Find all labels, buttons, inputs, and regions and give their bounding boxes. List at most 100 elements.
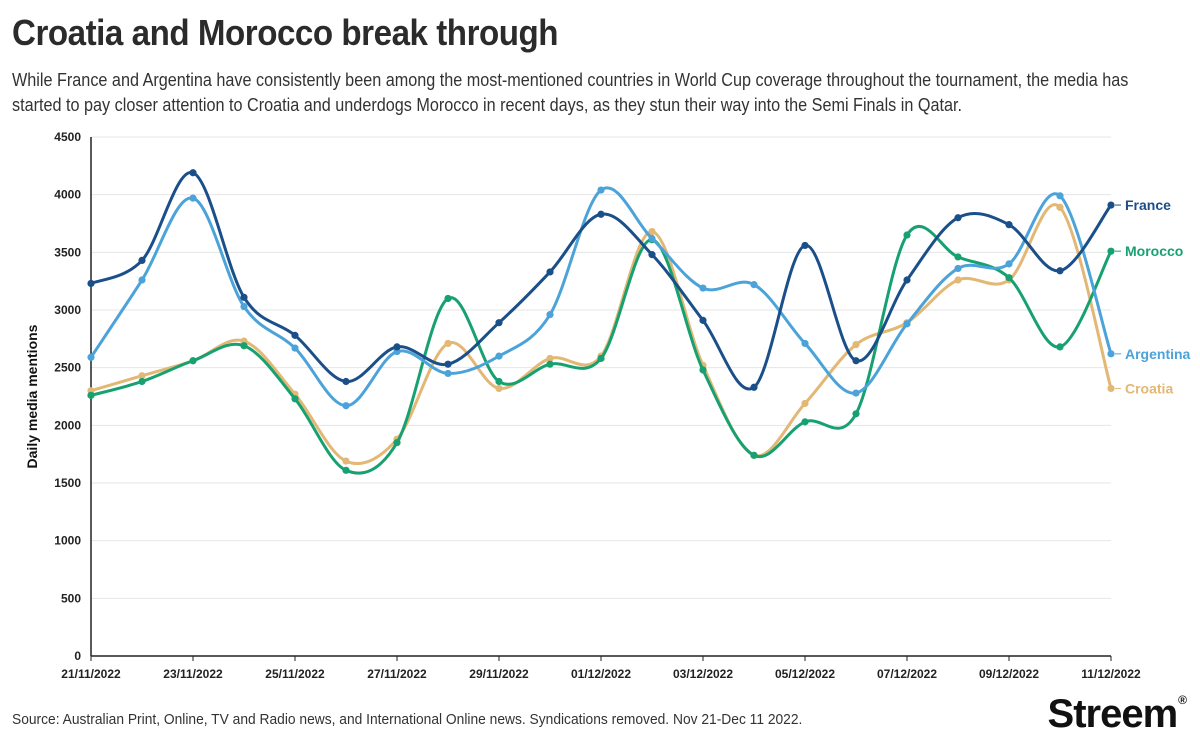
argentina-point bbox=[954, 264, 962, 273]
argentina-point bbox=[750, 281, 758, 289]
france-point bbox=[1005, 221, 1013, 229]
x-tick-label: 07/12/2022 bbox=[877, 667, 937, 681]
france-point bbox=[750, 383, 758, 391]
morocco-point bbox=[903, 231, 911, 239]
morocco-point bbox=[852, 410, 860, 418]
series-morocco bbox=[87, 225, 1115, 475]
france-point bbox=[1107, 201, 1115, 209]
argentina-point bbox=[189, 194, 197, 202]
argentina-point bbox=[1056, 192, 1064, 200]
page-title: Croatia and Morocco break through bbox=[12, 12, 559, 53]
y-tick-label: 3500 bbox=[54, 245, 81, 259]
y-tick-label: 1000 bbox=[54, 534, 81, 548]
france-point bbox=[801, 241, 809, 250]
morocco-point bbox=[750, 451, 758, 459]
croatia-point bbox=[1107, 384, 1115, 393]
x-tick-label: 05/12/2022 bbox=[775, 667, 835, 681]
argentina-point bbox=[444, 369, 452, 378]
y-tick-label: 500 bbox=[61, 591, 81, 605]
france-line bbox=[90, 171, 1113, 391]
argentina-point bbox=[648, 234, 656, 243]
y-tick-label: 1500 bbox=[54, 476, 81, 490]
croatia-series-label: Croatia bbox=[1125, 380, 1173, 396]
france-point bbox=[342, 377, 350, 386]
france-point bbox=[495, 319, 503, 327]
morocco-point bbox=[597, 354, 605, 363]
argentina-point bbox=[495, 352, 503, 360]
y-tick-label: 4500 bbox=[54, 130, 81, 144]
france-point bbox=[138, 256, 146, 265]
line-chart: 0 500 1000 1500 2000 2500 3000 3500 4000 4500 21/1… bbox=[24, 130, 1191, 681]
france-point bbox=[189, 169, 197, 177]
argentina-point bbox=[138, 276, 146, 284]
morocco-point bbox=[189, 357, 197, 365]
croatia-line bbox=[90, 203, 1113, 466]
france-point bbox=[444, 360, 452, 368]
x-tick-label: 29/11/2022 bbox=[469, 667, 529, 681]
argentina-point bbox=[1107, 350, 1115, 358]
france-point bbox=[954, 214, 962, 222]
france-point bbox=[291, 331, 299, 339]
y-tick-label: 4000 bbox=[54, 188, 81, 202]
morocco-point bbox=[954, 253, 962, 261]
france-point bbox=[87, 279, 95, 288]
argentina-series-label: Argentina bbox=[1125, 346, 1191, 362]
argentina-point bbox=[903, 320, 911, 328]
series-labels: France Morocco Argentina Croatia bbox=[1115, 197, 1191, 396]
series-lines bbox=[87, 169, 1115, 475]
x-tick-label: 01/12/2022 bbox=[571, 667, 631, 681]
croatia-point bbox=[852, 341, 860, 349]
argentina-point bbox=[1005, 260, 1013, 268]
morocco-point bbox=[1005, 274, 1013, 282]
y-tick-label: 2000 bbox=[54, 418, 81, 432]
morocco-line bbox=[90, 225, 1113, 475]
y-tick-label: 2500 bbox=[54, 361, 81, 375]
x-tick-label: 25/11/2022 bbox=[265, 667, 325, 681]
morocco-series-label: Morocco bbox=[1125, 243, 1183, 259]
argentina-point bbox=[699, 284, 707, 292]
morocco-point bbox=[495, 377, 503, 386]
argentina-point bbox=[342, 402, 350, 410]
france-point bbox=[546, 268, 554, 276]
series-france bbox=[87, 169, 1115, 391]
france-point bbox=[240, 293, 248, 301]
axes: 0 500 1000 1500 2000 2500 3000 3500 4000 4500 21/1… bbox=[24, 130, 1141, 681]
croatia-point bbox=[801, 399, 809, 408]
argentina-point bbox=[291, 344, 299, 352]
croatia-point bbox=[495, 384, 503, 393]
morocco-point bbox=[240, 342, 248, 350]
x-tick-label: 23/11/2022 bbox=[163, 667, 223, 681]
croatia-point bbox=[546, 354, 554, 363]
morocco-point bbox=[342, 466, 350, 474]
morocco-point bbox=[1056, 343, 1064, 351]
x-tick-label: 03/12/2022 bbox=[673, 667, 733, 681]
france-point bbox=[699, 316, 707, 324]
x-tick-label: 21/11/2022 bbox=[61, 667, 121, 681]
morocco-point bbox=[291, 395, 299, 403]
y-tick-label: 0 bbox=[74, 649, 81, 663]
france-point bbox=[903, 276, 911, 284]
y-axis-title: Daily media mentions bbox=[24, 324, 40, 468]
streem-logo: Streem® bbox=[1047, 692, 1187, 736]
morocco-point bbox=[444, 294, 452, 303]
x-tick-label: 09/12/2022 bbox=[979, 667, 1039, 681]
argentina-point bbox=[801, 339, 809, 348]
argentina-point bbox=[597, 186, 605, 194]
croatia-point bbox=[1056, 203, 1064, 211]
france-series-label: France bbox=[1125, 197, 1171, 213]
argentina-point bbox=[240, 302, 248, 311]
y-tick-label: 3000 bbox=[54, 303, 81, 317]
brand-wordmark: Streem bbox=[1047, 692, 1179, 736]
x-tick-label: 11/12/2022 bbox=[1081, 667, 1141, 681]
argentina-point bbox=[546, 311, 554, 319]
france-point bbox=[648, 251, 656, 259]
france-point bbox=[852, 357, 860, 365]
morocco-point bbox=[87, 391, 95, 399]
morocco-point bbox=[801, 418, 809, 426]
croatia-point bbox=[342, 457, 350, 465]
morocco-point bbox=[699, 366, 707, 374]
registered-mark: ® bbox=[1178, 693, 1187, 707]
morocco-point bbox=[546, 360, 554, 368]
croatia-point bbox=[444, 339, 452, 348]
series-argentina bbox=[87, 186, 1115, 410]
